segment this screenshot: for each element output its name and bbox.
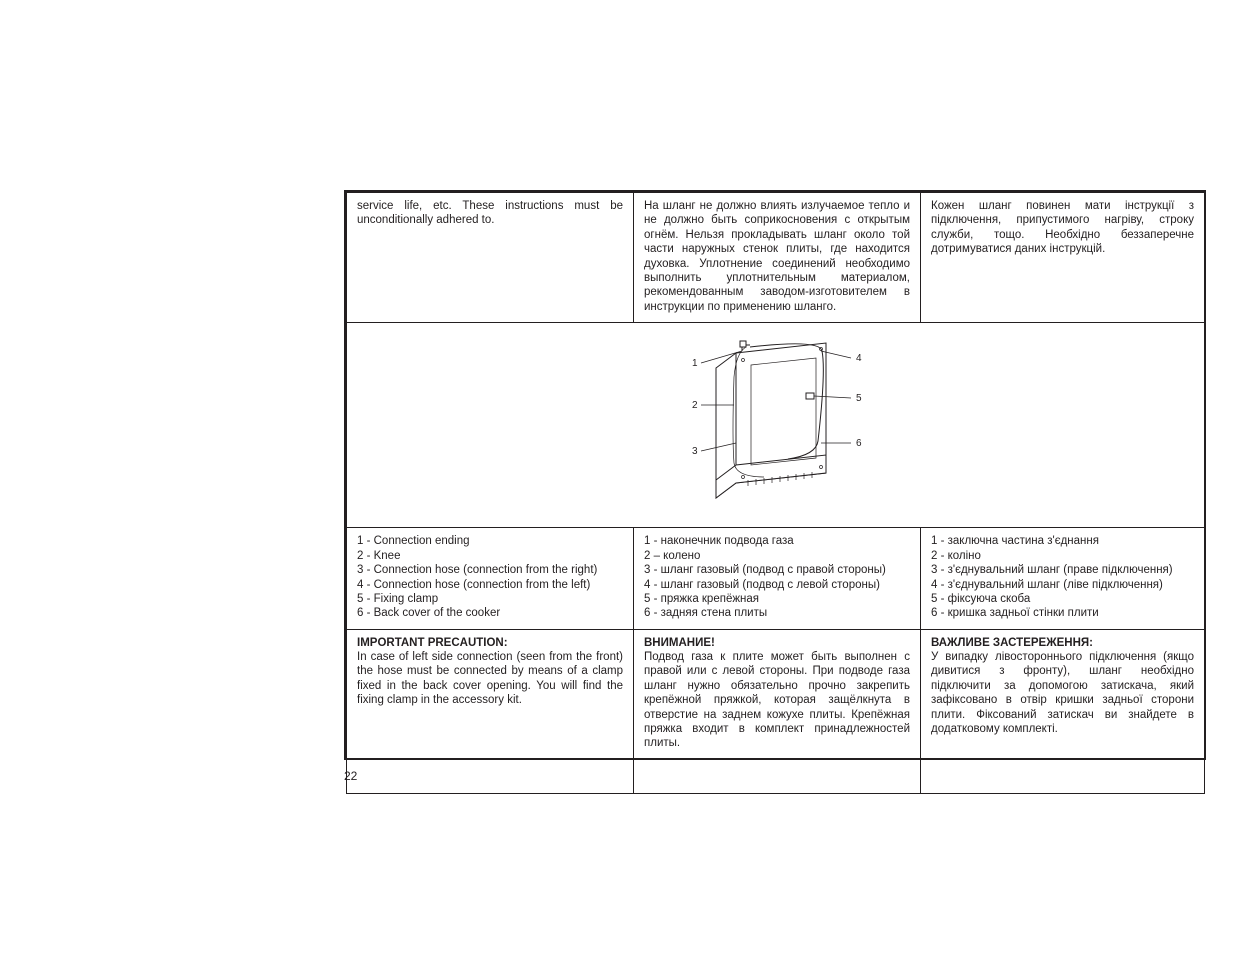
legend-uk-5: 5 - фіксуюча скоба — [931, 592, 1194, 606]
legend-uk-1: 1 - заключна частина з'єднання — [931, 534, 1194, 548]
dlabel-5: 5 — [856, 393, 862, 404]
manual-table: service life, etc. These instructions mu… — [346, 192, 1205, 794]
legend-ru-5: 5 - пряжка крепёжная — [644, 592, 910, 606]
precaution-uk-body: У випадку лівостороннього підключення (я… — [931, 651, 1194, 735]
manual-table-frame: service life, etc. These instructions mu… — [344, 190, 1206, 760]
cooker-rear-diagram-icon: 1 2 3 4 5 6 — [656, 333, 896, 513]
legend-ru-3: 3 - шланг газовый (подвод с правой сторо… — [644, 563, 910, 577]
appliance-diagram-cell: 1 2 3 4 5 6 — [347, 323, 1205, 528]
legend-en-4: 4 - Connection hose (connection from the… — [357, 578, 623, 592]
legend-en: 1 - Connection ending 2 - Knee 3 - Conne… — [347, 528, 634, 629]
legend-en-1: 1 - Connection ending — [357, 534, 623, 548]
legend-uk-3: 3 - з'єднувальний шланг (праве підключен… — [931, 563, 1194, 577]
precaution-en: IMPORTANT PRECAUTION: In case of left si… — [347, 629, 634, 793]
legend-uk-2: 2 - коліно — [931, 549, 1194, 563]
dlabel-6: 6 — [856, 438, 862, 449]
precaution-ru-title: ВНИМАНИЕ! — [644, 637, 715, 649]
precaution-en-title: IMPORTANT PRECAUTION: — [357, 637, 508, 649]
legend-en-2: 2 - Knee — [357, 549, 623, 563]
legend-ru-6: 6 - задняя стена плиты — [644, 606, 910, 620]
legend-en-6: 6 - Back cover of the cooker — [357, 606, 623, 620]
legend-en-5: 5 - Fixing clamp — [357, 592, 623, 606]
dlabel-2: 2 — [692, 400, 698, 411]
page-number: 22 — [344, 769, 357, 783]
legend-ru-1: 1 - наконечник подвода газа — [644, 534, 910, 548]
dlabel-4: 4 — [856, 353, 862, 364]
precaution-uk-title: ВАЖЛИВЕ ЗАСТЕРЕЖЕННЯ: — [931, 637, 1093, 649]
legend-ru-4: 4 - шланг газовый (подвод с левой сторон… — [644, 578, 910, 592]
dlabel-1: 1 — [692, 358, 698, 369]
legend-uk-6: 6 - кришка задньої стінки плити — [931, 606, 1194, 620]
precaution-uk: ВАЖЛИВЕ ЗАСТЕРЕЖЕННЯ: У випадку лівостор… — [921, 629, 1205, 793]
row1-uk: Кожен шланг повинен мати інструкції з пі… — [921, 193, 1205, 323]
legend-uk: 1 - заключна частина з'єднання 2 - колін… — [921, 528, 1205, 629]
precaution-en-body: In case of left side connection (seen fr… — [357, 651, 623, 706]
legend-ru-2: 2 – колено — [644, 549, 910, 563]
legend-ru: 1 - наконечник подвода газа 2 – колено 3… — [634, 528, 921, 629]
precaution-ru: ВНИМАНИЕ! Подвод газа к плите может быть… — [634, 629, 921, 793]
dlabel-3: 3 — [692, 446, 698, 457]
legend-uk-4: 4 - з'єднувальний шланг (ліве підключенн… — [931, 578, 1194, 592]
legend-en-3: 3 - Connection hose (connection from the… — [357, 563, 623, 577]
row1-ru: На шланг не должно влиять излучаемое теп… — [634, 193, 921, 323]
row1-en: service life, etc. These instructions mu… — [347, 193, 634, 323]
precaution-ru-body: Подвод газа к плите может быть выполнен … — [644, 651, 910, 749]
